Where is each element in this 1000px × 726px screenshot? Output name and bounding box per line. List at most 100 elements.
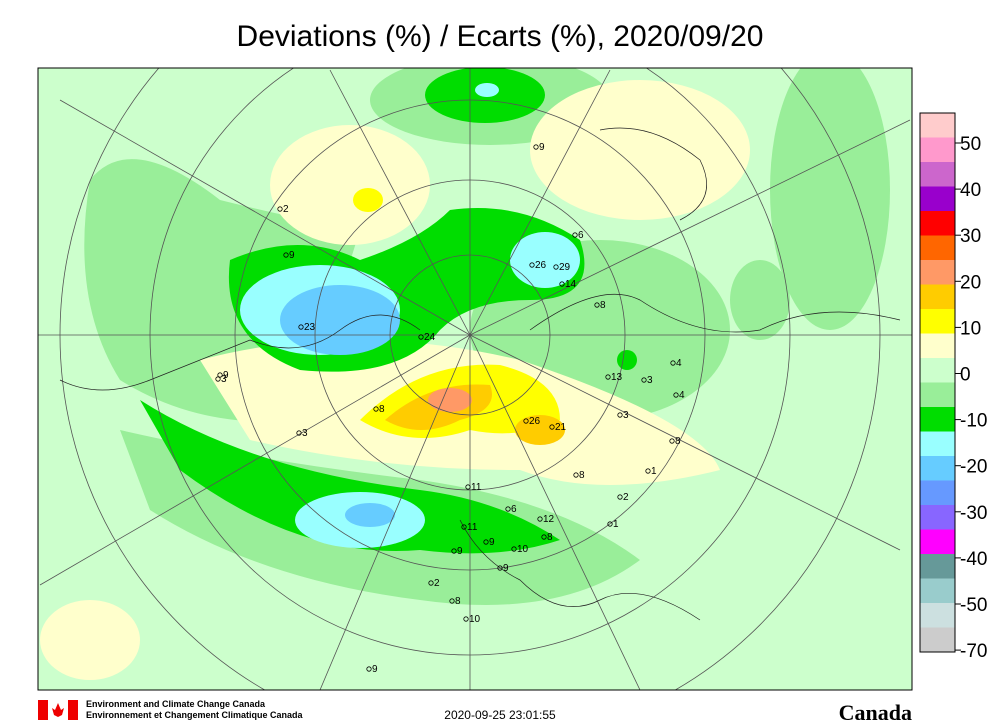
station-marker bbox=[296, 430, 302, 436]
station-marker bbox=[537, 516, 543, 522]
station-label: 8 bbox=[455, 596, 461, 607]
color-bin bbox=[920, 358, 955, 383]
color-bin bbox=[920, 578, 955, 603]
station-marker bbox=[463, 616, 469, 622]
station-label: 9 bbox=[289, 250, 295, 261]
station-label: 3 bbox=[647, 375, 653, 386]
station-label: 9 bbox=[223, 370, 229, 381]
color-bin bbox=[920, 431, 955, 456]
color-bin bbox=[920, 137, 955, 162]
station-marker bbox=[298, 324, 304, 330]
station-marker bbox=[483, 539, 489, 545]
station-label: 26 bbox=[535, 260, 547, 271]
color-bin bbox=[920, 554, 955, 579]
colorbar-frame bbox=[919, 112, 956, 653]
station-label: 1 bbox=[651, 466, 657, 477]
station-marker bbox=[673, 392, 679, 398]
station-label: 9 bbox=[372, 664, 378, 675]
station-marker bbox=[529, 262, 535, 268]
station-marker bbox=[418, 334, 424, 340]
station-marker bbox=[559, 281, 565, 287]
agency-fr: Environnement et Changement Climatique C… bbox=[86, 710, 304, 720]
station-marker bbox=[641, 377, 647, 383]
color-bin bbox=[920, 529, 955, 554]
station-marker bbox=[523, 418, 529, 424]
station-label: 29 bbox=[559, 262, 571, 273]
color-bin bbox=[920, 480, 955, 505]
station-label: 26 bbox=[529, 416, 541, 427]
colorbar-label: -30 bbox=[960, 503, 987, 524]
station-label: 2 bbox=[623, 492, 629, 503]
station-marker bbox=[217, 372, 223, 378]
station-marker bbox=[511, 546, 517, 552]
station-marker bbox=[451, 548, 457, 554]
map-frame bbox=[37, 67, 913, 691]
station-label: 2 bbox=[283, 204, 289, 215]
station-label: 10 bbox=[517, 544, 529, 555]
station-label: 13 bbox=[611, 372, 623, 383]
station-marker bbox=[215, 376, 221, 382]
station-label: 9 bbox=[457, 546, 463, 557]
station-marker bbox=[283, 252, 289, 258]
colorbar-label: -70 bbox=[960, 641, 987, 662]
station-marker bbox=[541, 534, 547, 540]
station-marker bbox=[533, 144, 539, 150]
station-label: 24 bbox=[424, 332, 436, 343]
station-label: 12 bbox=[543, 514, 555, 525]
station-marker bbox=[617, 494, 623, 500]
station-label: 14 bbox=[565, 279, 577, 290]
color-bin bbox=[920, 407, 955, 432]
station-label: 23 bbox=[304, 322, 316, 333]
station-marker bbox=[553, 264, 559, 270]
station-marker bbox=[505, 506, 511, 512]
station-label: 8 bbox=[600, 300, 606, 311]
station-label: 2 bbox=[434, 578, 440, 589]
station-label: 8 bbox=[579, 470, 585, 481]
station-label: 1 bbox=[613, 519, 619, 530]
station-marker bbox=[277, 206, 283, 212]
station-label: 4 bbox=[676, 358, 682, 369]
color-bin bbox=[920, 235, 955, 260]
station-marker bbox=[617, 412, 623, 418]
color-bin bbox=[920, 382, 955, 407]
station-marker bbox=[645, 468, 651, 474]
station-label: 3 bbox=[302, 428, 308, 439]
station-label: 21 bbox=[555, 422, 567, 433]
station-marker bbox=[573, 472, 579, 478]
color-bin bbox=[920, 284, 955, 309]
station-marker bbox=[572, 232, 578, 238]
station-marker bbox=[465, 484, 471, 490]
station-label: 8 bbox=[675, 436, 681, 447]
station-marker bbox=[607, 521, 613, 527]
station-label: 3 bbox=[221, 374, 227, 385]
station-label: 3 bbox=[623, 410, 629, 421]
station-marker bbox=[669, 438, 675, 444]
color-bin bbox=[920, 211, 955, 236]
color-bin bbox=[920, 260, 955, 285]
station-label: 11 bbox=[471, 482, 482, 493]
station-marker bbox=[373, 406, 379, 412]
colorbar-label: -10 bbox=[960, 411, 987, 432]
title: Deviations (%) / Ecarts (%), 2020/09/20 bbox=[237, 20, 764, 53]
wordmark: Canada bbox=[839, 700, 912, 725]
station-marker bbox=[549, 424, 555, 430]
station-label: 4 bbox=[679, 390, 685, 401]
colorbar-label: 0 bbox=[960, 365, 971, 386]
station-label: 6 bbox=[578, 230, 584, 241]
station-label: 6 bbox=[511, 504, 517, 515]
station-marker bbox=[670, 360, 676, 366]
station-marker bbox=[366, 666, 372, 672]
station-marker bbox=[428, 580, 434, 586]
station-label: 10 bbox=[469, 614, 481, 625]
color-bin bbox=[920, 627, 955, 652]
station-marker bbox=[497, 565, 503, 571]
station-marker bbox=[605, 374, 611, 380]
map bbox=[38, 68, 912, 690]
station-marker bbox=[594, 302, 600, 308]
color-bin bbox=[920, 309, 955, 334]
agency-en: Environment and Climate Change Canada bbox=[86, 699, 266, 709]
station-label: 11 bbox=[467, 522, 478, 533]
colorbar-label: 10 bbox=[960, 318, 981, 339]
timestamp: 2020-09-25 23:01:55 bbox=[444, 708, 556, 722]
